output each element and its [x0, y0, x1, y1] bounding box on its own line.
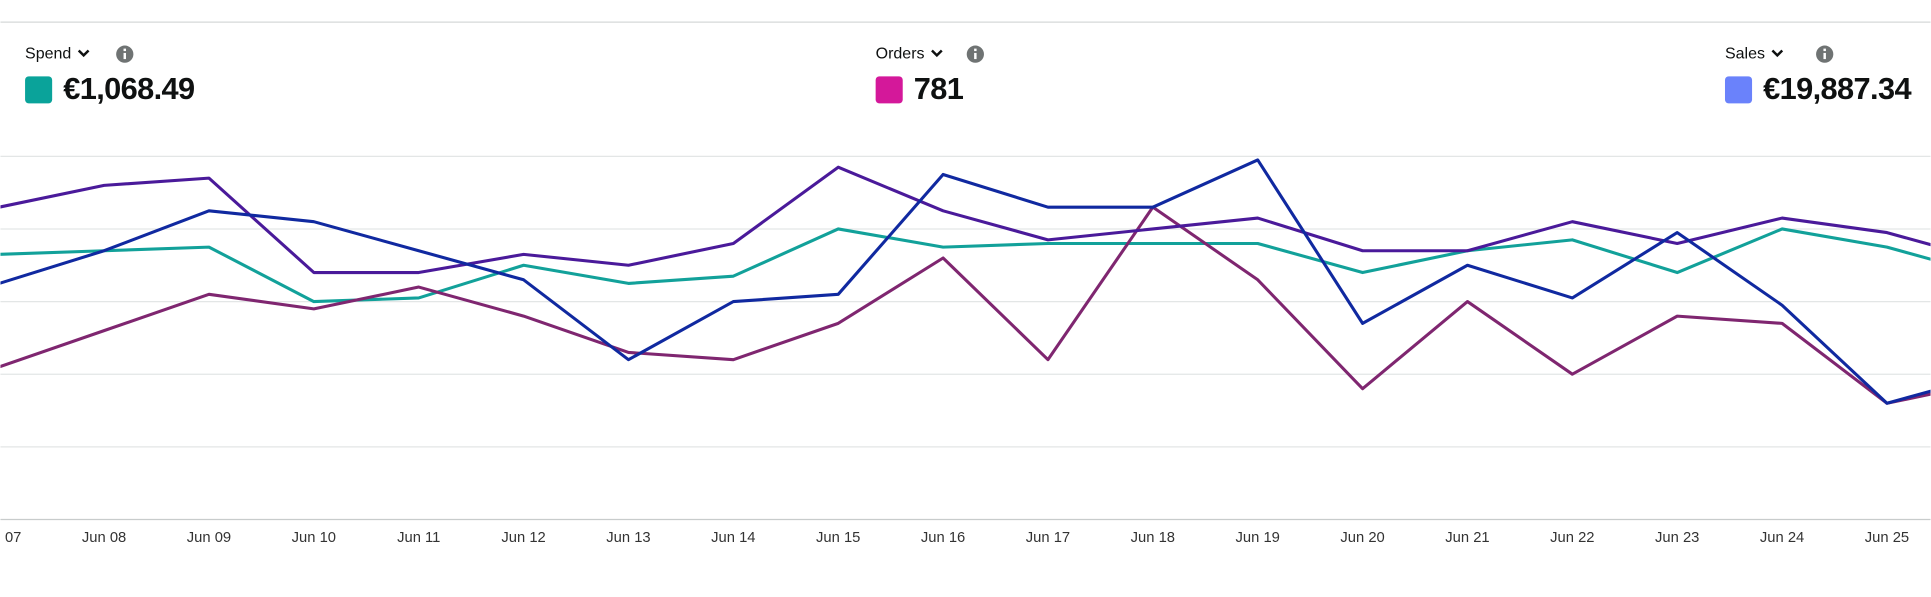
info-icon-glyph — [123, 52, 127, 60]
metric-value: €1,068.49 — [63, 71, 194, 106]
x-tick-label: Jun 25 — [1865, 530, 1909, 546]
info-icon-glyph — [1823, 52, 1826, 60]
series-line — [0, 205, 1931, 405]
metric-card: Spend €1,068.49 — [25, 45, 195, 106]
x-tick-label: Jun 17 — [1026, 530, 1070, 546]
dropdown-chevron[interactable] — [931, 49, 943, 58]
metric-label: Sales — [1725, 45, 1765, 62]
metric-label: Spend — [25, 45, 71, 62]
metric-swatch — [1724, 76, 1753, 104]
series-line — [0, 227, 1931, 304]
x-tick-label: Jun 12 — [501, 530, 545, 546]
metric-swatch — [875, 76, 903, 104]
x-tick-label: Jun 22 — [1550, 530, 1594, 546]
x-tick-label: Jun 16 — [921, 530, 965, 546]
x-tick-label: Jun 10 — [292, 530, 336, 546]
info-icon-dot — [974, 48, 977, 52]
metric-value: €19,887.34 — [1763, 71, 1911, 106]
x-tick-label: Jun 18 — [1131, 530, 1175, 546]
x-tick-label: Jun 24 — [1760, 530, 1804, 546]
x-tick-label: Jun 07 — [0, 530, 21, 546]
x-axis: Jun 07 Jun 08 Jun 09 Jun 10 Jun 11 Jun 12 Jun … — [0, 530, 1909, 546]
metric-label: Orders — [876, 45, 925, 62]
x-tick-label: Jun 20 — [1340, 530, 1384, 546]
x-tick-label: Jun 19 — [1236, 530, 1280, 546]
x-tick-label: Jun 13 — [606, 530, 650, 546]
x-tick-label: Jun 08 — [82, 530, 126, 546]
metric-value: 781 — [914, 71, 964, 106]
series-line — [0, 165, 1931, 275]
metric-card: Sales €19,887.34 — [1724, 45, 1912, 106]
dropdown-chevron[interactable] — [77, 49, 90, 58]
x-tick-label: Jun 23 — [1655, 530, 1699, 546]
lines — [0, 158, 1931, 405]
x-tick-label: Jun 21 — [1445, 530, 1489, 546]
metrics: Spend €1,068.49 Orders 781 Sales €19,887.34 — [25, 45, 1912, 106]
series-line — [0, 158, 1931, 405]
x-tick-label: Jun 15 — [816, 530, 860, 546]
grid — [0, 155, 1931, 521]
metric-card: Orders 781 — [875, 45, 984, 106]
info-icon-dot — [123, 48, 127, 52]
metric-swatch — [25, 76, 53, 104]
x-tick-label: Jun 14 — [711, 530, 755, 546]
info-icon-dot — [1823, 48, 1826, 52]
info-icon-glyph — [974, 52, 977, 60]
x-tick-label: Jun 11 — [397, 530, 440, 546]
x-tick-label: Jun 09 — [187, 530, 231, 546]
dropdown-chevron[interactable] — [1771, 49, 1784, 58]
